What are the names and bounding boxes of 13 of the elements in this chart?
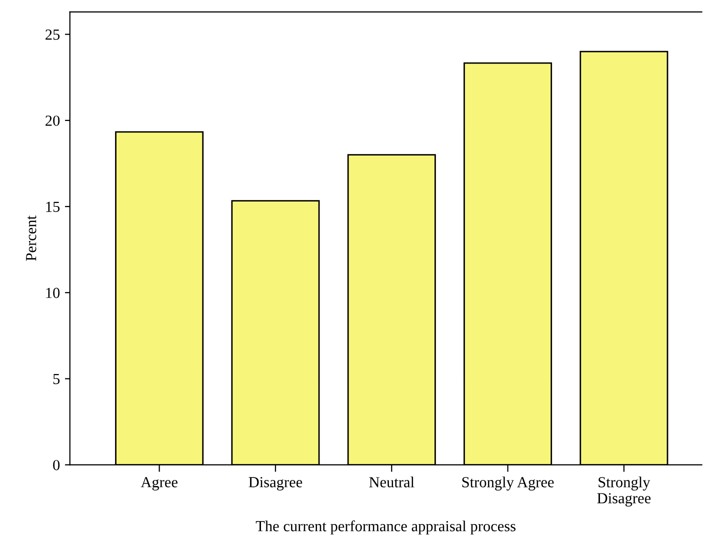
x-tick-label: Strongly Disagree bbox=[597, 476, 651, 507]
x-tick-label: Agree bbox=[140, 477, 178, 490]
y-tick-label: 5 bbox=[53, 374, 60, 384]
y-tick-label: 25 bbox=[46, 30, 60, 40]
y-tick-label: 15 bbox=[46, 202, 60, 212]
y-tick-label: 20 bbox=[46, 116, 60, 126]
x-axis-title: The current performance appraisal process bbox=[256, 520, 516, 534]
x-tick-label: Neutral bbox=[369, 476, 414, 488]
y-tick-label: 0 bbox=[53, 460, 60, 470]
y-axis-title: Percent bbox=[26, 216, 36, 261]
x-tick-label: Disagree bbox=[248, 477, 302, 490]
y-tick-label: 10 bbox=[46, 288, 60, 298]
x-tick-label: Strongly Agree bbox=[462, 476, 554, 491]
